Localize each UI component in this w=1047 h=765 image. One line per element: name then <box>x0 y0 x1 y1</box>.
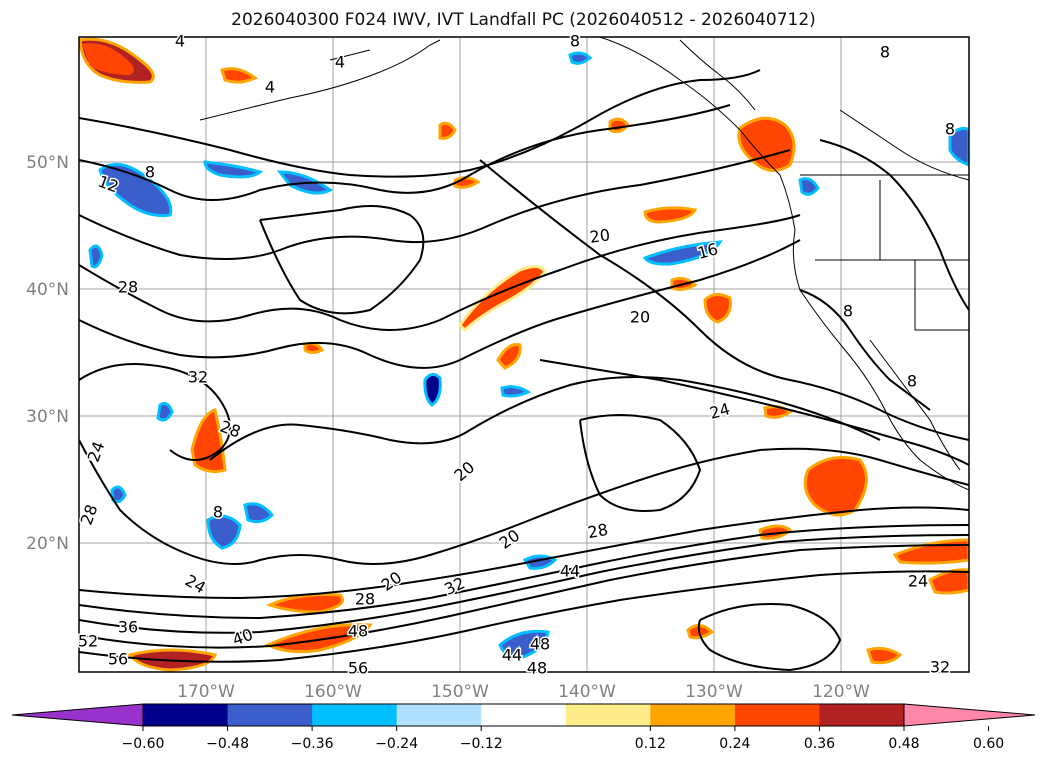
lat-axis: 50°N 40°N 30°N 20°N <box>26 153 69 554</box>
lon-label: 150°W <box>431 682 489 702</box>
colorbar-extend-high <box>903 703 1036 727</box>
colorbar-tick-label: 0.12 <box>635 736 666 752</box>
colorbar-tick-label: −0.36 <box>291 736 334 752</box>
anomaly-blob-positive <box>758 524 793 540</box>
contour-label: 56 <box>348 659 368 678</box>
colorbar-tick-label: −0.48 <box>206 736 249 752</box>
anomaly-blob-negative <box>88 244 104 269</box>
colorbar-segment <box>481 704 567 726</box>
anomaly-blob-positive <box>438 121 457 140</box>
colorbar-segment <box>819 704 905 726</box>
anomaly-blob-negative <box>203 160 264 179</box>
anomaly-blob-negative <box>500 385 532 398</box>
lon-label: 130°W <box>685 682 743 702</box>
contour-label: 8 <box>945 120 955 139</box>
lon-label: 160°W <box>304 682 362 702</box>
contour-label: 20 <box>588 225 611 247</box>
lat-label: 30°N <box>26 407 69 427</box>
anomaly-blob-positive <box>737 116 796 172</box>
lat-label: 20°N <box>26 534 69 554</box>
anomaly-blob-positive <box>496 343 522 370</box>
map-plot-background <box>79 37 969 672</box>
colorbar-tick-label: 0.24 <box>719 736 750 752</box>
map-title: 2026040300 F024 IWV, IVT Landfall PC (20… <box>231 10 816 30</box>
lon-label: 140°W <box>558 682 616 702</box>
colorbar: −0.60 −0.48 −0.36 −0.24 −0.12 0.12 0.24 0.36 0.4… <box>11 703 1036 752</box>
contour-label: 8 <box>570 32 580 51</box>
colorbar-segment <box>227 704 313 726</box>
colorbar-extend-low <box>11 703 144 727</box>
contour-label: 4 <box>265 78 275 97</box>
contour-label: 8 <box>843 302 853 321</box>
contour-label: 28 <box>355 590 375 609</box>
colorbar-segment <box>734 704 820 726</box>
anomaly-blob-positive <box>220 67 258 84</box>
lat-label: 50°N <box>26 153 69 173</box>
colorbar-tick-label: −0.12 <box>460 736 503 752</box>
contour-label: 4 <box>335 53 345 72</box>
colorbar-tick-label: −0.60 <box>122 736 165 752</box>
colorbar-tick-label: 0.48 <box>888 736 919 752</box>
anomaly-blob-negative <box>642 240 723 266</box>
lon-label: 120°W <box>812 682 870 702</box>
anomaly-blob-negative <box>243 502 275 524</box>
colorbar-segment <box>143 704 229 726</box>
anomaly-blob-positive <box>803 456 868 517</box>
anomaly-blob-positive <box>928 568 969 595</box>
anomaly-blob-negative <box>423 373 442 407</box>
anomaly-blob-negative <box>156 402 174 422</box>
anomaly-blob-negative <box>206 514 242 550</box>
anomaly-blob-positive <box>265 592 344 614</box>
contour-label: 28 <box>586 520 609 542</box>
colorbar-segment <box>565 704 651 726</box>
lat-label: 40°N <box>26 280 69 300</box>
iwv-contours <box>79 69 969 672</box>
colorbar-tick-label: 0.36 <box>804 736 835 752</box>
contour-label: 32 <box>188 368 208 387</box>
anomaly-blob-negative <box>98 162 173 217</box>
anomaly-blob-positive <box>703 293 732 324</box>
contour-label: 8 <box>145 163 155 182</box>
contour-label: 48 <box>527 659 547 678</box>
colorbar-tick-label: 0.60 <box>973 736 1004 752</box>
contour-label: 20 <box>630 308 650 327</box>
contour-label: 8 <box>907 372 917 391</box>
anomaly-blob-negative <box>110 485 127 504</box>
anomaly-blob-positive <box>866 646 903 665</box>
anomaly-blob-negative <box>568 51 593 65</box>
shaded-anomaly-blobs <box>79 37 969 672</box>
contour-label: 8 <box>213 503 223 522</box>
contour-label: 36 <box>118 618 138 637</box>
lon-label: 170°W <box>177 682 235 702</box>
anomaly-blob-negative <box>948 126 969 167</box>
contour-label: 44 <box>502 646 522 665</box>
anomaly-blob-positive <box>643 206 698 224</box>
contour-label: 52 <box>78 632 98 651</box>
map-plot-area <box>79 37 969 672</box>
anomaly-blob-positive <box>190 408 227 474</box>
anomaly-blob-positive <box>608 117 630 134</box>
contour-label: 56 <box>108 650 128 669</box>
anomaly-blob-positive <box>82 43 134 75</box>
lon-axis: 170°W 160°W 150°W 140°W 130°W 120°W <box>177 682 870 702</box>
anomaly-blob-negative <box>798 177 820 196</box>
contour-label: 8 <box>880 43 890 62</box>
contour-label: 44 <box>560 562 580 581</box>
colorbar-segment <box>650 704 736 726</box>
map-frame <box>78 36 970 673</box>
anomaly-blob-negative <box>498 629 550 660</box>
contour-label: 32 <box>930 658 950 677</box>
colorbar-frame <box>142 703 905 727</box>
contour-label: 4 <box>175 32 185 51</box>
coastlines <box>199 37 969 491</box>
contour-label: 28 <box>118 278 138 297</box>
contour-label: 24 <box>908 572 928 591</box>
colorbar-segment <box>396 704 482 726</box>
colorbar-segment <box>312 704 398 726</box>
contour-label: 48 <box>348 622 368 641</box>
contour-label: 48 <box>530 635 550 654</box>
colorbar-tick-label: −0.24 <box>375 736 418 752</box>
